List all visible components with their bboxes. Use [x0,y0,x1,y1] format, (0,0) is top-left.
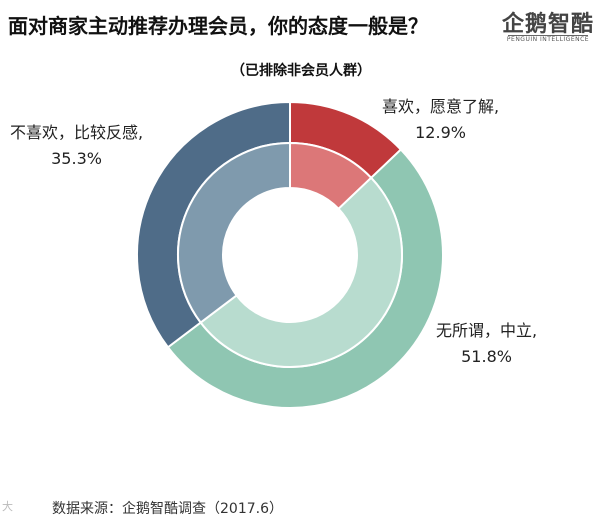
label-like-value: 12.9% [415,123,466,142]
slice-inner-dislike [177,141,291,324]
logo-text: 企鹅智酷 [501,12,594,37]
logo-divider [508,35,588,36]
label-neutral: 无所谓，中立, 51.8% [436,318,537,370]
watermark: 大 [2,500,13,513]
label-dislike: 不喜欢，比较反感, 35.3% [10,120,143,172]
label-dislike-text: 不喜欢，比较反感, [10,123,144,142]
label-dislike-value: 35.3% [51,149,102,168]
logo-subtext: PENGUIN INTELLIGENCE [506,36,590,43]
slice-inner-neutral [199,176,403,368]
chart-subtitle: （已排除非会员人群） [231,63,371,79]
brand-logo: 企鹅智酷 PENGUIN INTELLIGENCE [498,6,598,48]
label-neutral-text: 无所谓，中立, [436,321,538,340]
label-like-text: 喜欢，愿意了解, [382,97,500,116]
label-like: 喜欢，愿意了解, 12.9% [382,94,499,146]
data-source: 数据来源：企鹅智酷调查（2017.6） [52,501,283,517]
label-neutral-value: 51.8% [461,347,512,366]
chart-title: 面对商家主动推荐办理会员，你的态度一般是？ [8,14,428,38]
